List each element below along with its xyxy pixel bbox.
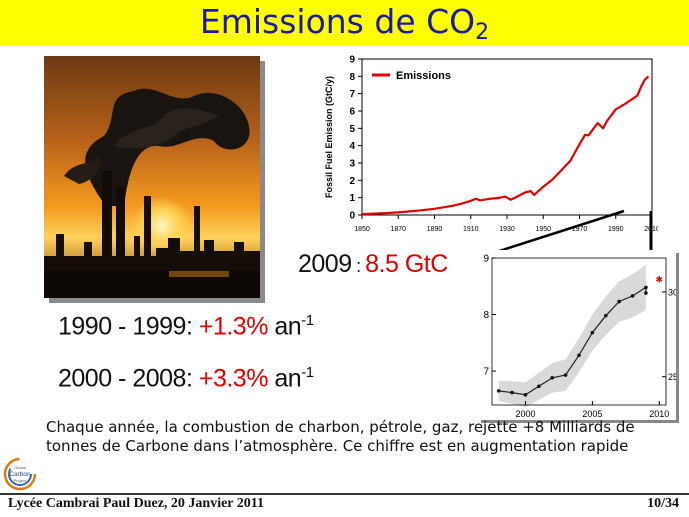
y-tick-label: 6 xyxy=(349,107,355,118)
rate2-unit: an xyxy=(267,364,302,393)
legend-label: Emissions xyxy=(396,70,451,82)
x-tick-label: 1850 xyxy=(354,226,370,233)
inset-y2-tick-label: 25 xyxy=(668,372,676,382)
emissions-2009: 2009 : 8.5 GtC xyxy=(298,250,448,279)
inset-y-tick-label: 9 xyxy=(483,254,489,265)
y-tick-label: 9 xyxy=(349,55,355,66)
inset-point xyxy=(630,294,635,298)
inset-point xyxy=(550,376,555,380)
inset-point xyxy=(590,330,595,335)
y-tick-label: 3 xyxy=(349,159,355,170)
y-tick-label: 7 xyxy=(349,89,355,100)
title-bar xyxy=(0,0,689,46)
year-2009-value: 8.5 GtC xyxy=(365,250,448,278)
rate1-period: 1990 - 1999: xyxy=(58,312,199,341)
x-tick-label: 1930 xyxy=(499,226,515,233)
logo-line1: Global xyxy=(14,465,26,470)
uncertainty-band xyxy=(498,264,646,408)
inset-x-tick-label: 2000 xyxy=(515,409,535,419)
inset-point xyxy=(563,373,568,377)
smokestack-photo xyxy=(44,56,260,298)
growth-rate-1990s: 1990 - 1999: +1.3% an-1 xyxy=(58,312,314,341)
rate2-value: +3.3% xyxy=(198,364,269,393)
y-tick-label: 5 xyxy=(349,124,355,135)
rate1-value: +1.3% xyxy=(198,312,269,341)
inset-x-tick-label: 2010 xyxy=(649,409,669,419)
y-tick-label: 4 xyxy=(349,141,355,152)
rate1-unit: an xyxy=(267,312,302,341)
inset-point xyxy=(577,353,581,358)
footer-divider xyxy=(0,493,689,495)
growth-rate-2000s: 2000 - 2008: +3.3% an-1 xyxy=(58,364,314,393)
plot-area xyxy=(361,58,653,216)
inset-point xyxy=(496,389,501,393)
inset-plot-area xyxy=(491,257,667,406)
rate2-period: 2000 - 2008: xyxy=(58,364,199,393)
title-main: Emissions de CO xyxy=(199,2,476,41)
year-2009-sep: : xyxy=(351,256,366,276)
inset-point xyxy=(603,313,608,318)
y-tick-label: 0 xyxy=(349,211,355,222)
y-tick-label: 8 xyxy=(349,72,355,83)
emissions-chart: 0 1 2 3 4 5 6 7 8 9 1850 1870 1890 1910 1930 1950 1970 19… xyxy=(318,50,660,245)
rate1-exp: -1 xyxy=(301,312,314,329)
rate2-exp: -1 xyxy=(301,364,314,381)
emissions-series-line xyxy=(361,75,650,216)
inset-y2-tick-label: 30 xyxy=(668,287,676,297)
inset-point xyxy=(523,393,528,397)
x-tick-label: 1950 xyxy=(535,226,551,233)
page-number: 10/34 xyxy=(647,496,679,511)
logo-line3: Project xyxy=(14,478,27,483)
inset-point-2009 xyxy=(644,291,648,295)
year-2009-label: 2009 xyxy=(298,250,352,278)
inset-point xyxy=(644,285,648,290)
inset-point xyxy=(617,299,621,304)
title-subscript: 2 xyxy=(475,20,490,45)
inset-y-tick-label: 7 xyxy=(483,367,489,378)
slide-title: Emissions de CO2 xyxy=(0,2,689,45)
inset-point xyxy=(537,384,541,389)
inset-projection-star: ✱ xyxy=(656,275,664,285)
x-tick-label: 1870 xyxy=(390,226,406,233)
y-tick-label: 1 xyxy=(349,193,355,204)
global-carbon-project-logo: Global Carbon Project xyxy=(3,457,37,491)
inset-y-tick-label: 8 xyxy=(483,310,489,321)
x-tick-label: 1910 xyxy=(463,226,479,233)
y-tick-label: 2 xyxy=(349,176,355,187)
inset-point xyxy=(510,390,514,395)
inset-x-tick-label: 2005 xyxy=(582,409,602,419)
logo-line2: Carbon xyxy=(9,471,31,478)
x-tick-label: 1890 xyxy=(427,226,443,233)
footer-source: Lycée Cambrai Paul Duez, 20 Janvier 2011 xyxy=(8,496,264,511)
description-text: Chaque année, la combustion de charbon, … xyxy=(46,418,635,455)
inset-chart: 7 8 9 25 30 2000 2005 2010 ✱ xyxy=(478,250,678,420)
x-tick-label: 1970 xyxy=(572,226,588,233)
x-tick-label: 1990 xyxy=(608,226,624,233)
y-axis-label: Fossil Fuel Emission (GtC/y) xyxy=(324,76,334,198)
